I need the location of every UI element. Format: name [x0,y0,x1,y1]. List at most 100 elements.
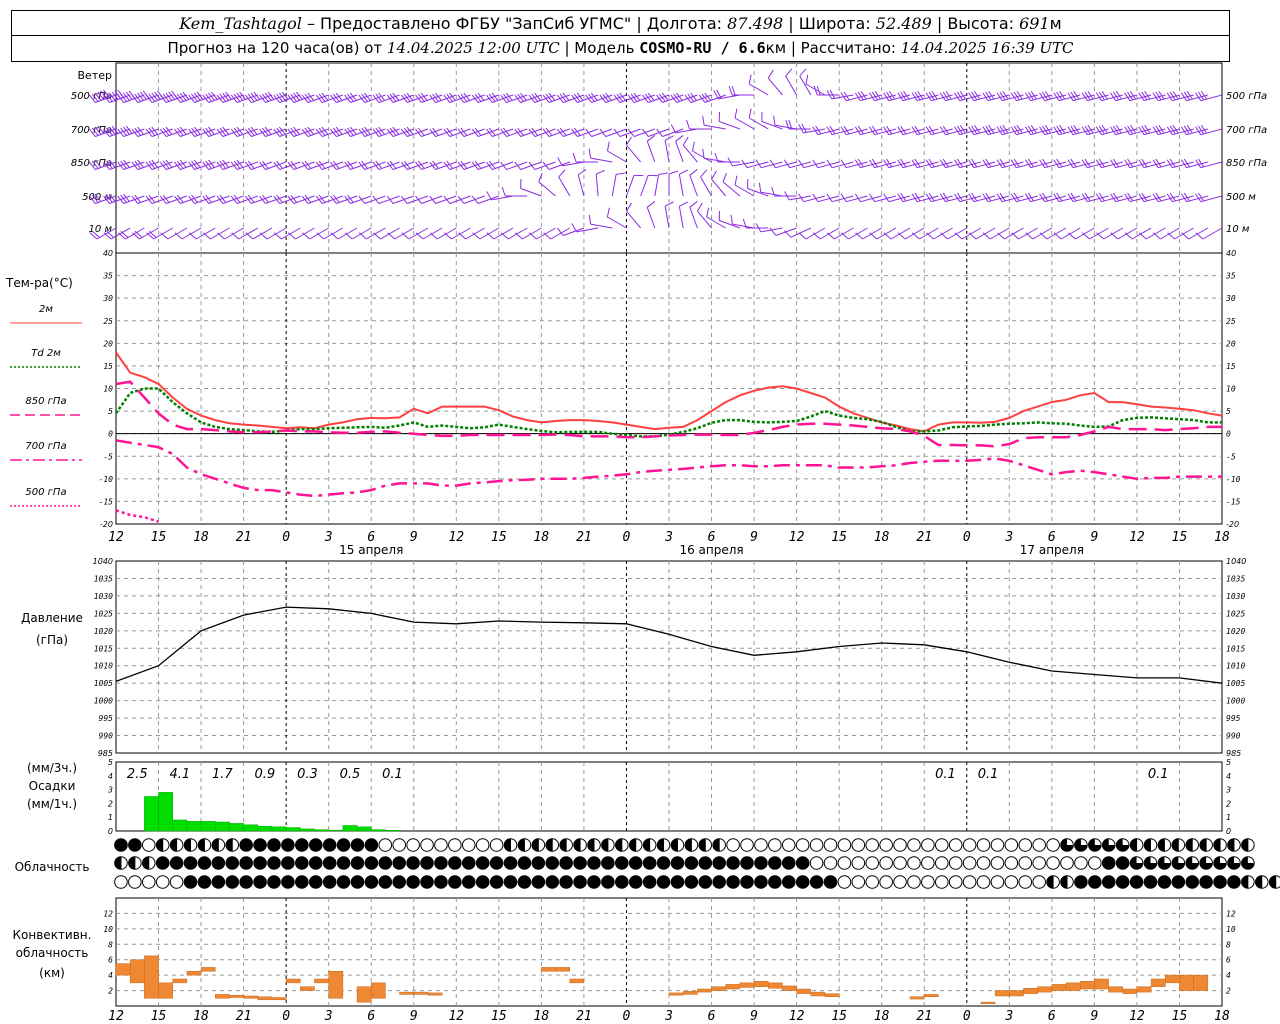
wind-barb-shaft [392,195,414,204]
wind-barb [429,92,457,103]
wind-barb [656,128,684,137]
cloud-circle [322,856,337,870]
wind-barb-shaft [648,94,670,103]
cloud-circle [1227,875,1241,889]
cloud-circle [197,856,212,870]
y-tick-label-left: -20 [100,520,113,529]
wind-barb-feather [613,128,621,137]
wind-barb-feather [730,214,733,225]
wind-barb-feather [883,232,892,240]
y-tick-label-right: 10 [1226,385,1236,394]
cloud-circle [406,875,420,889]
wind-barb-shaft [238,227,259,240]
wind-barb-shaft [463,128,485,137]
precip-3h-label: 0.1 [1148,767,1169,782]
wind-barb-shaft [95,128,117,137]
wind-barb-feather [123,126,130,135]
bottom-hour-label: 18 [534,1009,550,1024]
wind-barb-feather [1082,232,1090,240]
wind-barb [145,194,173,204]
wind-barb-feather [854,193,861,202]
wind-barb-feather [131,128,139,137]
wind-barb-feather [627,94,635,103]
wind-barb [840,159,868,169]
wind-barb [785,68,798,96]
wind-barb [330,92,358,103]
wind-barb [542,127,570,137]
wind-barb-feather [94,92,102,101]
cloud-quarter-fill [1172,856,1185,870]
wind-barb [315,160,344,170]
wind-barb-shaft [591,94,613,103]
cloud-symbol [239,856,253,870]
cloud-circle [378,875,393,889]
wind-barb-feather [914,125,921,135]
wind-barb-feather [897,193,904,202]
wind-barb-feather [911,92,918,101]
hour-label: 6 [1048,530,1056,545]
wind-barb-shaft [1016,195,1038,203]
wind-barb [1053,227,1081,240]
wind-barb-feather [1115,124,1122,134]
wind-barb-feather [1138,193,1145,202]
wind-barb-feather [304,194,312,203]
cloud-symbol [698,838,713,852]
cloud-symbol [197,838,212,852]
cloud-circle [155,875,170,889]
wind-barb-feather [1127,192,1134,202]
cloud-circle [434,875,448,889]
wind-barb-feather [1141,192,1148,202]
wind-barb-shaft [1117,227,1138,240]
wind-barb-feather [415,94,422,103]
wind-barb-feather [1195,232,1204,240]
wind-barb [925,125,953,136]
cloud-circle [253,856,267,870]
wind-barb-shaft [180,161,202,170]
wind-barb-feather [168,91,176,100]
cloud-circle [656,856,671,870]
wind-barb-feather [805,74,809,85]
cloud-circle [350,875,365,889]
y-tick-label-left: 1025 [94,609,113,618]
wind-barb-feather [500,161,507,170]
bottom-hour-label: 9 [750,1009,758,1024]
wind-barb-feather [245,94,252,103]
precip-3h-label: 0.3 [297,767,318,782]
wind-barb [444,227,471,240]
cloud-symbol [378,875,393,889]
wind-barb-feather [956,91,964,101]
wind-barb [1024,192,1052,203]
wind-barb-shaft [449,94,471,103]
wind-barb-shaft [506,94,528,103]
wind-barb [245,160,273,170]
cloud-symbol [197,875,212,889]
wind-barb-shaft [1200,195,1223,203]
cloud-symbol [851,856,866,870]
wind-barb-feather [386,94,394,103]
cloud-symbol [364,856,379,870]
wind-barb-feather [1180,193,1187,202]
wind-barb-feather [816,85,821,96]
cloud-symbol [809,856,824,870]
cloud-circle [781,875,796,889]
wind-barb [132,227,159,240]
wind-barb-shaft [380,227,400,240]
wind-barb [330,126,358,137]
wind-barb-feather [253,91,261,100]
wind-barb-feather [233,127,241,136]
precip-bar [186,821,202,832]
cloud-symbol [1046,838,1060,852]
wind-barb-shaft [208,161,230,170]
wind-barb-feather [999,158,1006,168]
wind-barb-feather [245,161,252,170]
wind-barb-shaft [1018,227,1038,240]
wind-barb-feather [375,93,383,102]
wind-barb-feather [1155,125,1162,135]
wind-barb-feather [826,232,835,240]
wind-barb-feather [103,128,110,137]
cloud-circle [448,875,462,889]
wind-barb-feather [472,232,481,240]
wind-barb-shaft [208,195,230,204]
precip-3h-label: 0.1 [382,767,403,782]
cloud-circle [795,856,810,870]
